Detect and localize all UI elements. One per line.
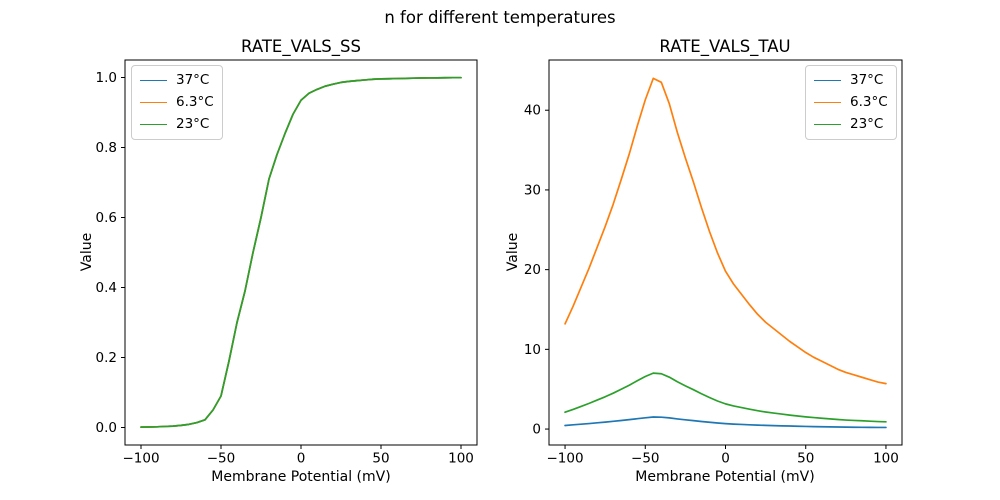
curve-37C: [564, 416, 887, 429]
legend-label: 23°C: [850, 115, 884, 132]
legend-line-sample: [814, 80, 841, 81]
y-tick-label: 0.6: [96, 210, 117, 226]
x-tick-label: 50: [797, 451, 814, 467]
curve-6.3C: [564, 77, 887, 385]
y-tick-label: 0.0: [96, 420, 117, 436]
plot-ss-ylabel: Value: [79, 232, 95, 272]
legend-line-sample: [140, 124, 167, 125]
curve-23C: [140, 76, 462, 428]
plot-tau-title: RATE_VALS_TAU: [659, 37, 791, 56]
legend-ss: 37°C 6.3°C 23°C: [131, 65, 223, 140]
y-tick-label: 1.0: [96, 70, 117, 86]
plot-tau-ylabel: Value: [505, 232, 521, 272]
x-tick-label: −100: [546, 451, 583, 467]
legend-label: 37°C: [850, 71, 884, 88]
legend-line-sample: [814, 102, 841, 103]
plot-ss-xlabel: Membrane Potential (mV): [211, 469, 391, 485]
plot-tau-xlabel: Membrane Potential (mV): [635, 469, 815, 485]
legend-label: 37°C: [176, 71, 210, 88]
x-tick-label: 0: [721, 451, 730, 467]
legend-label: 23°C: [176, 115, 210, 132]
x-tick-label: −100: [122, 451, 159, 467]
legend-line-sample: [814, 124, 841, 125]
x-tick-label: −50: [207, 451, 236, 467]
legend-line-sample: [140, 102, 167, 103]
figure-suptitle: n for different temperatures: [384, 8, 616, 27]
legend-entry: 37°C: [814, 72, 888, 89]
legend-entry: 37°C: [140, 72, 214, 89]
y-tick-label: 30: [524, 182, 541, 198]
x-tick-label: 50: [372, 451, 389, 467]
legend-tau: 37°C 6.3°C 23°C: [805, 65, 897, 140]
legend-entry: 23°C: [814, 116, 888, 133]
y-tick-label: 0.4: [96, 280, 117, 296]
legend-entry: 6.3°C: [814, 94, 888, 111]
legend-label: 6.3°C: [176, 93, 214, 110]
y-tick-label: 20: [524, 262, 541, 278]
y-tick-label: 0: [532, 422, 541, 438]
y-tick-label: 0.8: [96, 140, 117, 156]
legend-line-sample: [140, 80, 167, 81]
x-tick-label: 100: [448, 451, 474, 467]
x-tick-label: 100: [873, 451, 899, 467]
x-tick-label: 0: [297, 451, 306, 467]
y-tick-label: 40: [524, 103, 541, 119]
legend-label: 6.3°C: [850, 93, 888, 110]
legend-entry: 6.3°C: [140, 94, 214, 111]
curve-23C: [564, 372, 887, 423]
legend-entry: 23°C: [140, 116, 214, 133]
plot-ss-title: RATE_VALS_SS: [241, 37, 361, 56]
y-tick-label: 10: [524, 342, 541, 358]
y-tick-label: 0.2: [96, 350, 117, 366]
x-tick-label: −50: [631, 451, 660, 467]
